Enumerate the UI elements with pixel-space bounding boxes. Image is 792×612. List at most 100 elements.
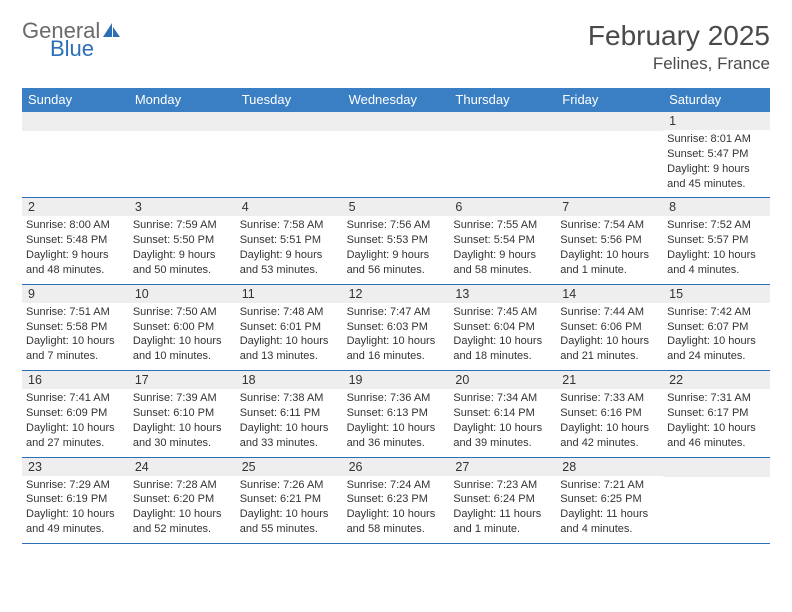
sunrise-text: Sunrise: 8:00 AM: [26, 218, 125, 233]
day-cell: 18Sunrise: 7:38 AMSunset: 6:11 PMDayligh…: [236, 371, 343, 456]
day-cell: 8 Sunrise: 7:52 AMSunset: 5:57 PMDaylight…: [663, 198, 770, 283]
day-header: Tuesday: [236, 88, 343, 112]
day-number: [343, 112, 450, 131]
daylight-text: Daylight: 10 hours and 55 minutes.: [240, 507, 339, 537]
day-cell: [556, 112, 663, 197]
day-number: 22: [663, 371, 770, 389]
day-number: 1: [663, 112, 770, 130]
day-info: Sunrise: 7:28 AMSunset: 6:20 PMDaylight:…: [133, 478, 232, 537]
day-cell: 12Sunrise: 7:47 AMSunset: 6:03 PMDayligh…: [343, 285, 450, 370]
day-number: 18: [236, 371, 343, 389]
day-number: 15: [663, 285, 770, 303]
daylight-text: Daylight: 9 hours and 53 minutes.: [240, 248, 339, 278]
day-cell: [236, 112, 343, 197]
day-cell: 21Sunrise: 7:33 AMSunset: 6:16 PMDayligh…: [556, 371, 663, 456]
day-info: Sunrise: 7:34 AMSunset: 6:14 PMDaylight:…: [453, 391, 552, 450]
daylight-text: Daylight: 10 hours and 42 minutes.: [560, 421, 659, 451]
sunrise-text: Sunrise: 7:47 AM: [347, 305, 446, 320]
sunset-text: Sunset: 5:58 PM: [26, 320, 125, 335]
calendar: Sunday Monday Tuesday Wednesday Thursday…: [22, 88, 770, 544]
day-cell: 24 Sunrise: 7:28 AMSunset: 6:20 PMDayligh…: [129, 458, 236, 543]
header: General Blue February 2025 Felines, Fran…: [22, 20, 770, 74]
day-info: Sunrise: 7:52 AMSunset: 5:57 PMDaylight:…: [667, 218, 766, 277]
day-info: Sunrise: 7:36 AMSunset: 6:13 PMDaylight:…: [347, 391, 446, 450]
sunrise-text: Sunrise: 8:01 AM: [667, 132, 766, 147]
daylight-text: Daylight: 10 hours and 30 minutes.: [133, 421, 232, 451]
day-info: Sunrise: 7:48 AMSunset: 6:01 PMDaylight:…: [240, 305, 339, 364]
sunset-text: Sunset: 5:56 PM: [560, 233, 659, 248]
day-number: 28: [556, 458, 663, 476]
day-info: Sunrise: 7:50 AMSunset: 6:00 PMDaylight:…: [133, 305, 232, 364]
daylight-text: Daylight: 10 hours and 10 minutes.: [133, 334, 232, 364]
sunrise-text: Sunrise: 7:50 AM: [133, 305, 232, 320]
location: Felines, France: [588, 54, 770, 74]
day-header: Wednesday: [343, 88, 450, 112]
day-info: Sunrise: 7:33 AMSunset: 6:16 PMDaylight:…: [560, 391, 659, 450]
day-number: 7: [556, 198, 663, 216]
sunrise-text: Sunrise: 7:34 AM: [453, 391, 552, 406]
month-title: February 2025: [588, 20, 770, 52]
day-header: Thursday: [449, 88, 556, 112]
day-cell: 28Sunrise: 7:21 AMSunset: 6:25 PMDayligh…: [556, 458, 663, 543]
sunrise-text: Sunrise: 7:36 AM: [347, 391, 446, 406]
day-info: Sunrise: 7:47 AMSunset: 6:03 PMDaylight:…: [347, 305, 446, 364]
day-number: 11: [236, 285, 343, 303]
day-info: Sunrise: 7:26 AMSunset: 6:21 PMDaylight:…: [240, 478, 339, 537]
sunrise-text: Sunrise: 7:54 AM: [560, 218, 659, 233]
sunset-text: Sunset: 5:51 PM: [240, 233, 339, 248]
sunset-text: Sunset: 6:06 PM: [560, 320, 659, 335]
day-info: Sunrise: 7:23 AMSunset: 6:24 PMDaylight:…: [453, 478, 552, 537]
daylight-text: Daylight: 10 hours and 21 minutes.: [560, 334, 659, 364]
sunrise-text: Sunrise: 7:41 AM: [26, 391, 125, 406]
day-info: Sunrise: 7:29 AMSunset: 6:19 PMDaylight:…: [26, 478, 125, 537]
day-cell: 13Sunrise: 7:45 AMSunset: 6:04 PMDayligh…: [449, 285, 556, 370]
day-cell: 11 Sunrise: 7:48 AMSunset: 6:01 PMDayligh…: [236, 285, 343, 370]
daylight-text: Daylight: 9 hours and 58 minutes.: [453, 248, 552, 278]
day-cell: 14 Sunrise: 7:44 AMSunset: 6:06 PMDayligh…: [556, 285, 663, 370]
day-info: Sunrise: 7:24 AMSunset: 6:23 PMDaylight:…: [347, 478, 446, 537]
sunrise-text: Sunrise: 7:51 AM: [26, 305, 125, 320]
day-cell: 27Sunrise: 7:23 AMSunset: 6:24 PMDayligh…: [449, 458, 556, 543]
sunset-text: Sunset: 6:13 PM: [347, 406, 446, 421]
day-number: 23: [22, 458, 129, 476]
sunrise-text: Sunrise: 7:44 AM: [560, 305, 659, 320]
day-info: Sunrise: 8:00 AMSunset: 5:48 PMDaylight:…: [26, 218, 125, 277]
sunset-text: Sunset: 6:20 PM: [133, 492, 232, 507]
sunset-text: Sunset: 6:10 PM: [133, 406, 232, 421]
daylight-text: Daylight: 9 hours and 50 minutes.: [133, 248, 232, 278]
sunset-text: Sunset: 5:48 PM: [26, 233, 125, 248]
daylight-text: Daylight: 10 hours and 24 minutes.: [667, 334, 766, 364]
day-number: [236, 112, 343, 131]
day-number: 8: [663, 198, 770, 216]
day-info: Sunrise: 7:31 AMSunset: 6:17 PMDaylight:…: [667, 391, 766, 450]
day-number: 2: [22, 198, 129, 216]
sunrise-text: Sunrise: 7:23 AM: [453, 478, 552, 493]
week-row: 9Sunrise: 7:51 AMSunset: 5:58 PMDaylight…: [22, 285, 770, 371]
day-cell: 4Sunrise: 7:58 AMSunset: 5:51 PMDaylight…: [236, 198, 343, 283]
daylight-text: Daylight: 10 hours and 27 minutes.: [26, 421, 125, 451]
week-row: 2Sunrise: 8:00 AMSunset: 5:48 PMDaylight…: [22, 198, 770, 284]
day-number: 24: [129, 458, 236, 476]
day-info: Sunrise: 7:39 AMSunset: 6:10 PMDaylight:…: [133, 391, 232, 450]
day-info: Sunrise: 7:54 AMSunset: 5:56 PMDaylight:…: [560, 218, 659, 277]
sunrise-text: Sunrise: 7:26 AM: [240, 478, 339, 493]
day-number: 3: [129, 198, 236, 216]
day-header: Monday: [129, 88, 236, 112]
sunrise-text: Sunrise: 7:48 AM: [240, 305, 339, 320]
sunset-text: Sunset: 6:04 PM: [453, 320, 552, 335]
day-number: 14: [556, 285, 663, 303]
day-info: Sunrise: 7:45 AMSunset: 6:04 PMDaylight:…: [453, 305, 552, 364]
sunrise-text: Sunrise: 7:59 AM: [133, 218, 232, 233]
sunrise-text: Sunrise: 7:56 AM: [347, 218, 446, 233]
sunset-text: Sunset: 6:17 PM: [667, 406, 766, 421]
sunset-text: Sunset: 6:19 PM: [26, 492, 125, 507]
day-header: Saturday: [663, 88, 770, 112]
sunset-text: Sunset: 5:54 PM: [453, 233, 552, 248]
day-cell: 26Sunrise: 7:24 AMSunset: 6:23 PMDayligh…: [343, 458, 450, 543]
day-number: 25: [236, 458, 343, 476]
sunset-text: Sunset: 6:14 PM: [453, 406, 552, 421]
day-cell: 2 Sunrise: 8:00 AMSunset: 5:48 PMDaylight…: [22, 198, 129, 283]
day-number: [129, 112, 236, 131]
day-cell: 20Sunrise: 7:34 AMSunset: 6:14 PMDayligh…: [449, 371, 556, 456]
day-cell: [343, 112, 450, 197]
